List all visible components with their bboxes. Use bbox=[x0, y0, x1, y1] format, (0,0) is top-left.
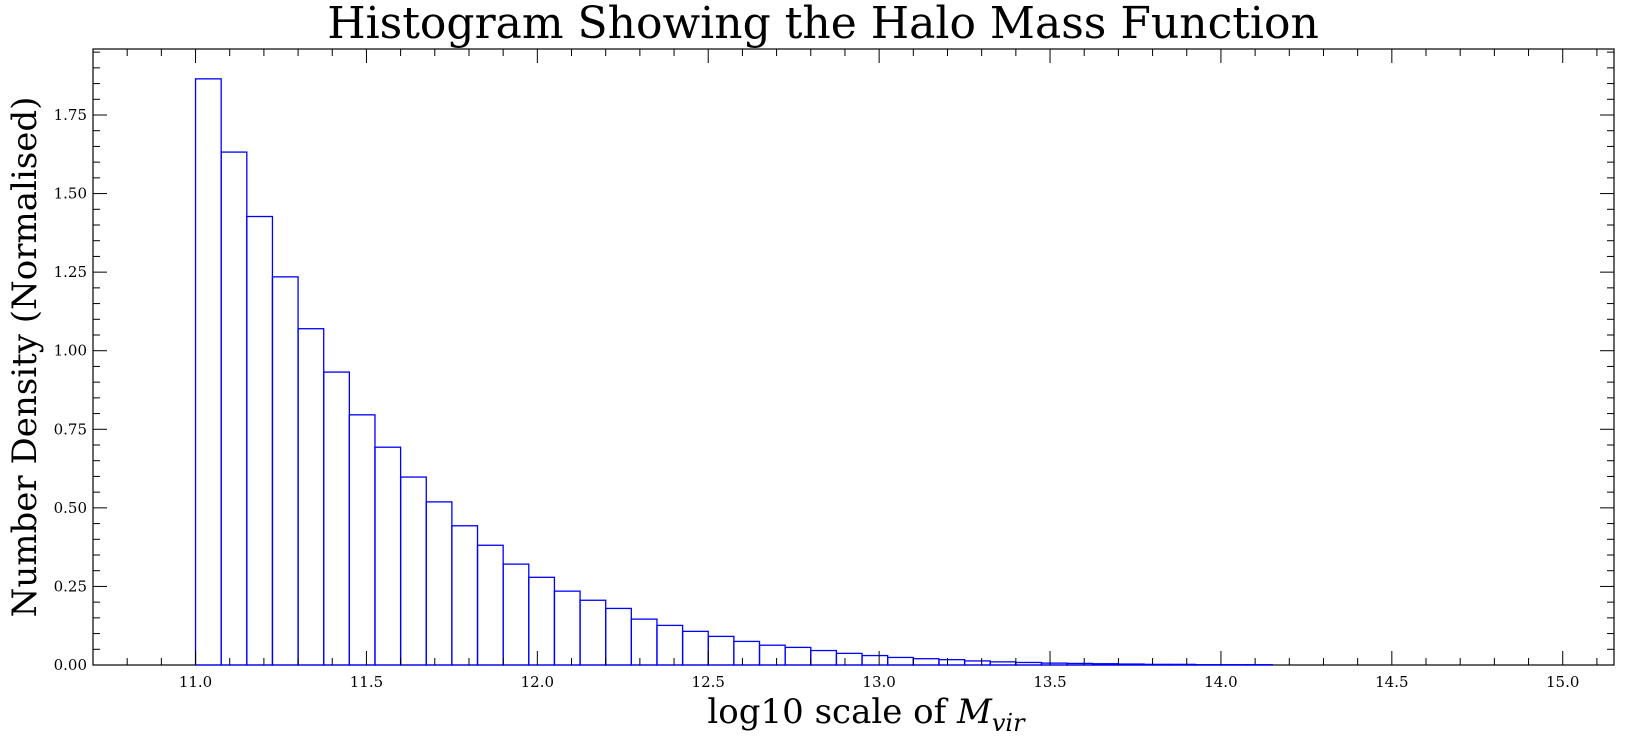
chart-title: Histogram Showing the Halo Mass Function bbox=[327, 0, 1319, 49]
x-tick-label: 14.0 bbox=[1204, 673, 1237, 691]
histogram-bar bbox=[630, 618, 658, 666]
histogram-bar bbox=[297, 328, 325, 666]
histogram-bar bbox=[348, 414, 376, 666]
histogram-bar bbox=[194, 78, 222, 666]
histogram-bar bbox=[502, 563, 530, 666]
y-tick-label: 0.25 bbox=[54, 577, 87, 595]
histogram-bar bbox=[425, 501, 453, 666]
histogram-bars bbox=[194, 78, 1273, 666]
x-tick-label: 11.5 bbox=[350, 673, 383, 691]
y-tick-label: 1.50 bbox=[54, 185, 87, 203]
histogram-bar bbox=[784, 646, 812, 666]
x-axis-label-subscript: vir bbox=[992, 709, 1026, 736]
x-axis-ticks: 11.0 11.5 12.0 12.5 13.0 13.5 14.0 14.5 15.0 bbox=[92, 49, 1598, 691]
histogram-bar bbox=[579, 599, 607, 666]
y-axis-label: Number Density (Normalised) bbox=[5, 97, 45, 618]
histogram-bar bbox=[528, 576, 556, 666]
x-tick-label: 15.0 bbox=[1546, 673, 1579, 691]
x-axis-label-text: log10 scale of bbox=[707, 692, 957, 732]
x-tick-label: 14.5 bbox=[1375, 673, 1408, 691]
x-tick-label: 12.5 bbox=[692, 673, 725, 691]
histogram-bar bbox=[861, 654, 889, 666]
histogram-bar bbox=[887, 656, 914, 666]
y-tick-label: 1.25 bbox=[54, 263, 87, 281]
histogram-bar bbox=[1143, 663, 1171, 666]
histogram-bar bbox=[835, 652, 863, 666]
histogram-bar bbox=[271, 276, 299, 666]
y-tick-label: 1.00 bbox=[54, 342, 87, 360]
histogram-bar bbox=[989, 661, 1017, 666]
x-tick-label: 13.5 bbox=[1033, 673, 1066, 691]
y-tick-label: 0.75 bbox=[54, 420, 87, 438]
histogram-bar bbox=[374, 446, 402, 666]
x-tick-label: 11.0 bbox=[179, 673, 212, 691]
histogram-bar bbox=[399, 476, 427, 666]
histogram-bar bbox=[1066, 662, 1094, 666]
histogram-bar bbox=[656, 624, 684, 666]
x-tick-label: 13.0 bbox=[862, 673, 895, 691]
histogram-bar bbox=[963, 660, 991, 666]
x-tick-label: 12.0 bbox=[521, 673, 554, 691]
y-tick-label: 0.00 bbox=[54, 656, 87, 674]
histogram-bar bbox=[246, 215, 274, 666]
plot-area-frame bbox=[92, 48, 1615, 666]
histogram-bar bbox=[681, 630, 709, 666]
y-tick-label: 0.50 bbox=[54, 499, 87, 517]
histogram-bar bbox=[476, 544, 504, 666]
histogram-bar bbox=[1092, 663, 1120, 666]
histogram-bar bbox=[912, 658, 940, 666]
histogram-bar bbox=[605, 607, 632, 666]
histogram-bar bbox=[938, 659, 966, 666]
histogram-bar bbox=[1040, 662, 1068, 666]
x-axis-label: log10 scale of Mvir bbox=[707, 692, 1026, 736]
histogram-bar bbox=[451, 525, 479, 666]
histogram-bar bbox=[733, 640, 761, 666]
histogram-bar bbox=[707, 635, 735, 666]
histogram-bar bbox=[1015, 661, 1043, 666]
histogram-bar bbox=[758, 644, 786, 666]
histogram-bar bbox=[220, 151, 248, 666]
histogram-bar bbox=[810, 649, 838, 666]
y-tick-label: 1.75 bbox=[54, 106, 87, 124]
x-axis-label-symbol: M bbox=[956, 692, 993, 732]
histogram-bar bbox=[1169, 663, 1196, 666]
histogram-bar bbox=[553, 590, 581, 666]
y-axis-ticks: 0.00 0.25 0.50 0.75 1.00 1.25 1.50 1.75 bbox=[54, 51, 1614, 674]
histogram-bar bbox=[1117, 663, 1145, 666]
histogram-bar bbox=[323, 371, 350, 666]
